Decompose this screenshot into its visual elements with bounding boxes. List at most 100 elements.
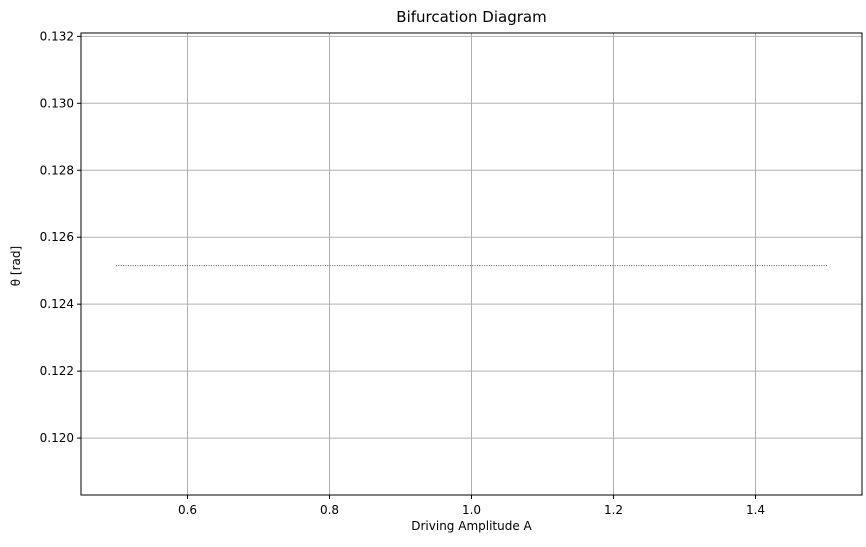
data-point xyxy=(488,265,490,267)
data-point xyxy=(320,265,322,267)
data-point xyxy=(389,265,391,267)
data-point xyxy=(427,265,429,267)
data-point xyxy=(531,265,533,267)
data-point xyxy=(372,265,374,267)
data-point xyxy=(619,265,621,267)
data-point xyxy=(524,265,526,267)
data-point xyxy=(811,265,813,267)
data-point xyxy=(614,265,616,267)
data-point xyxy=(282,265,284,267)
data-point xyxy=(536,265,538,267)
data-point xyxy=(215,265,217,267)
data-point xyxy=(327,265,329,267)
data-point xyxy=(768,265,771,267)
data-point xyxy=(405,265,407,267)
data-point xyxy=(303,265,305,267)
data-point xyxy=(367,265,369,267)
data-point xyxy=(730,265,733,267)
data-point xyxy=(351,265,353,267)
data-point xyxy=(346,265,348,267)
data-point xyxy=(137,265,139,267)
data-point xyxy=(700,265,702,267)
data-point xyxy=(139,265,141,267)
data-point xyxy=(476,265,478,267)
data-point xyxy=(764,265,766,267)
data-point xyxy=(419,265,422,267)
data-point xyxy=(647,265,649,267)
data-point xyxy=(560,265,562,267)
data-point xyxy=(324,265,327,267)
data-point xyxy=(552,265,554,267)
data-point xyxy=(277,265,279,267)
data-point xyxy=(695,265,697,267)
x-tick-label: 0.6 xyxy=(178,503,197,517)
data-point xyxy=(721,265,723,267)
data-point xyxy=(583,265,585,267)
data-point xyxy=(578,265,581,267)
data-point xyxy=(588,265,590,267)
data-point xyxy=(120,265,122,267)
data-point xyxy=(279,265,281,267)
data-point xyxy=(267,265,270,267)
data-point xyxy=(400,265,403,267)
data-point xyxy=(688,265,690,267)
data-point xyxy=(180,265,182,267)
data-point xyxy=(232,265,234,267)
data-point xyxy=(436,265,438,267)
data-point xyxy=(526,265,528,267)
data-point xyxy=(814,265,816,267)
data-point xyxy=(678,265,680,267)
data-point xyxy=(339,265,341,267)
data-point xyxy=(453,265,455,267)
data-point xyxy=(144,265,146,267)
data-point xyxy=(766,265,768,267)
data-point xyxy=(697,265,699,267)
data-point xyxy=(740,265,742,267)
data-point xyxy=(225,265,227,267)
data-point xyxy=(270,265,272,267)
data-point xyxy=(115,265,118,267)
data-point xyxy=(168,265,170,267)
data-point xyxy=(771,265,773,267)
data-point xyxy=(550,265,552,267)
data-point xyxy=(640,265,642,267)
y-tick-label: 0.122 xyxy=(40,364,74,378)
data-point xyxy=(752,265,754,267)
data-point xyxy=(612,265,614,267)
data-point xyxy=(681,265,683,267)
data-point xyxy=(597,265,600,267)
data-point xyxy=(607,265,609,267)
data-point xyxy=(780,265,782,267)
data-point xyxy=(816,265,818,267)
data-point xyxy=(244,265,246,267)
data-point xyxy=(657,265,659,267)
data-point xyxy=(806,265,809,267)
x-tick-label: 1.4 xyxy=(746,503,765,517)
data-point xyxy=(462,265,464,267)
y-tick-label: 0.128 xyxy=(40,163,74,177)
y-tick-label: 0.124 xyxy=(40,297,74,311)
data-point xyxy=(652,265,654,267)
data-point xyxy=(514,265,516,267)
data-point xyxy=(704,265,706,267)
data-point xyxy=(386,265,388,267)
data-point xyxy=(795,265,797,267)
data-point xyxy=(742,265,744,267)
data-point xyxy=(158,265,160,267)
data-point xyxy=(522,265,524,267)
data-point xyxy=(683,265,685,267)
grid-layer xyxy=(81,33,862,495)
data-point xyxy=(735,265,737,267)
data-point xyxy=(256,265,258,267)
data-point xyxy=(441,265,443,267)
data-point xyxy=(199,265,201,267)
data-point xyxy=(127,265,129,267)
data-point xyxy=(823,265,825,267)
data-point xyxy=(533,265,535,267)
data-point xyxy=(802,265,804,267)
data-point xyxy=(220,265,222,267)
data-point xyxy=(702,265,704,267)
data-point xyxy=(187,265,189,267)
data-point xyxy=(227,265,229,267)
data-point xyxy=(503,265,505,267)
